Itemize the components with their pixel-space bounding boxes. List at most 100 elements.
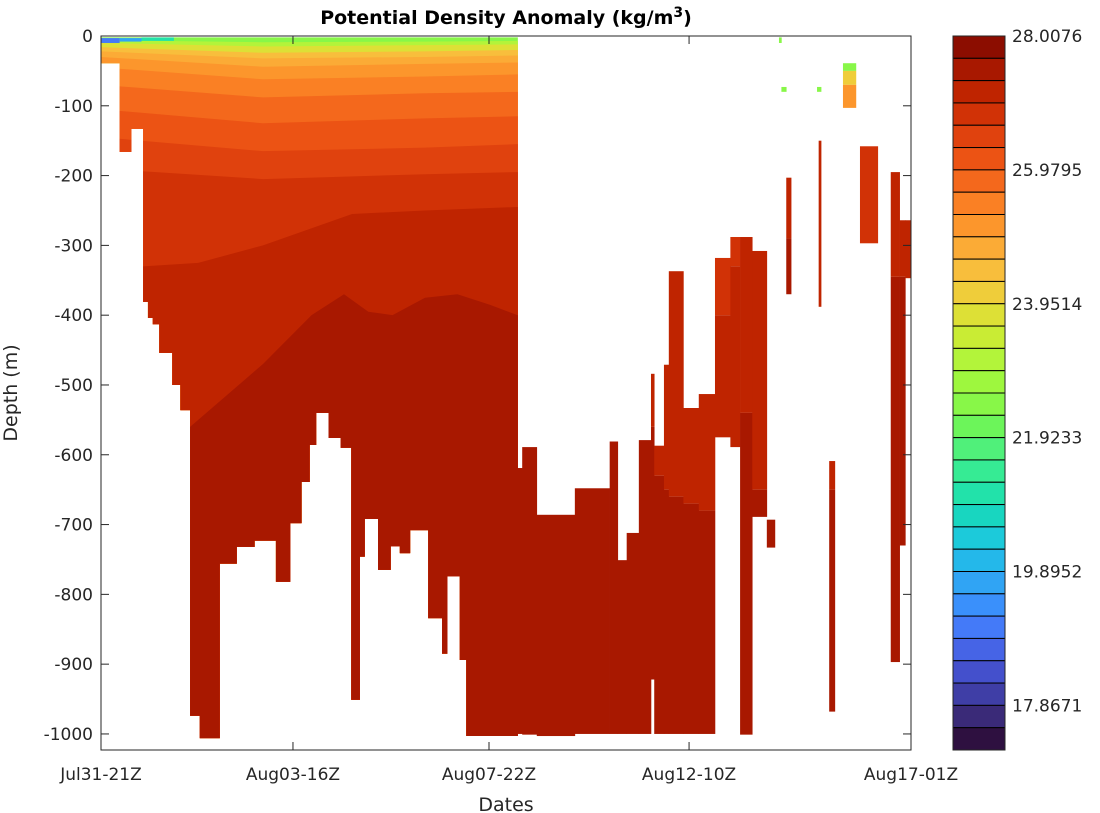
- profile-column-lower: [698, 510, 716, 734]
- profile-column-lower: [668, 496, 684, 734]
- profile-column-upper: [683, 408, 700, 504]
- colorbar-band: [952, 214, 1006, 238]
- colorbar-tick-label: 21.9233: [1012, 429, 1082, 449]
- colorbar-band: [952, 258, 1006, 282]
- profile-column: [574, 488, 610, 734]
- profile-column: [817, 86, 822, 92]
- x-tick-label: Aug12-10Z: [642, 765, 736, 785]
- plot-area: [101, 37, 912, 739]
- colorbar-band: [952, 236, 1006, 260]
- profile-column-lower: [683, 503, 700, 734]
- profile-column-upper: [829, 461, 836, 490]
- profile-column-lower: [650, 426, 655, 680]
- colorbar-band: [952, 660, 1006, 684]
- colorbar-band: [952, 347, 1006, 372]
- colorbar-tick-label: 17.8671: [1012, 696, 1082, 716]
- profile-column-upper: [730, 237, 741, 267]
- profile-column-upper: [650, 373, 655, 427]
- colorbar-band: [952, 392, 1006, 416]
- colorbar-band: [952, 280, 1006, 305]
- profile-column-lower: [663, 489, 670, 734]
- colorbar-band: [952, 147, 1006, 171]
- x-tick-label: Jul31-21Z: [59, 765, 142, 785]
- x-axis-label: Dates: [478, 794, 533, 813]
- chart-title: Potential Density Anomaly (kg/m3): [320, 5, 692, 29]
- profile-column-lower: [786, 238, 792, 295]
- colorbar-band: [952, 414, 1006, 439]
- plot-frame: [100, 35, 912, 751]
- profile-column-lower: [740, 412, 753, 735]
- y-tick-label: -800: [54, 585, 93, 605]
- profile-column: [626, 532, 640, 734]
- colorbar-band: [952, 303, 1006, 327]
- profile-column-upper: [740, 237, 753, 413]
- x-tick-label: Aug07-22Z: [442, 765, 536, 785]
- colorbar-band: [952, 526, 1006, 550]
- colorbar-band: [952, 325, 1006, 349]
- y-tick-label: -400: [54, 306, 93, 326]
- profile-column-lower: [890, 276, 900, 663]
- profile-columns: [517, 37, 912, 737]
- profile-column-upper: [899, 220, 906, 277]
- colorbar-band: [952, 370, 1006, 394]
- profile-column-upper: [786, 177, 792, 239]
- y-tick-label: -600: [54, 446, 93, 466]
- profile-column: [778, 37, 782, 43]
- profile-column-upper: [663, 364, 670, 490]
- colorbar-band: [952, 548, 1006, 572]
- profile-column-lower: [829, 489, 836, 712]
- colorbar-band: [952, 571, 1006, 595]
- colorbar-tick-label: 23.9514: [1012, 295, 1082, 315]
- surface-patch: [119, 38, 142, 42]
- y-tick-label: -500: [54, 376, 93, 396]
- profile-column: [536, 514, 576, 737]
- x-tick-label: Aug17-01Z: [864, 765, 958, 785]
- profile-column-lower: [752, 489, 768, 517]
- colorbar-band: [952, 35, 1006, 59]
- profile-column: [617, 560, 627, 734]
- colorbar-band: [952, 504, 1006, 528]
- profile-column-lower: [730, 266, 741, 448]
- y-axis-label: Depth (m): [0, 344, 22, 441]
- profile-column-upper: [890, 172, 900, 277]
- colorbar-band: [952, 593, 1006, 617]
- profile-column-upper: [714, 257, 731, 316]
- x-tick-label: Aug03-16Z: [246, 765, 340, 785]
- colorbar-band: [952, 637, 1006, 662]
- colorbar-tick-label: 25.9795: [1012, 161, 1082, 181]
- colorbar-band: [952, 169, 1006, 193]
- profile-column-upper: [698, 394, 716, 511]
- colorbar-frame: [952, 35, 1006, 751]
- colorbar-tick-label: 28.0076: [1012, 27, 1082, 47]
- y-tick-label: -200: [54, 167, 93, 187]
- profile-column-upper: [752, 250, 768, 490]
- profile-column: [842, 63, 857, 71]
- profile-column: [781, 86, 787, 92]
- colorbar-band: [952, 481, 1006, 506]
- y-axis: 0 -100 -200 -300 -400 -500 -600 -700 -800 -900 -10…: [44, 27, 911, 745]
- colorbar-band: [952, 727, 1006, 751]
- colorbar-band: [952, 191, 1006, 215]
- main-section: [101, 37, 518, 739]
- profile-column: [522, 447, 538, 735]
- colorbar-tick-label: 19.8952: [1012, 563, 1082, 583]
- profile-column: [818, 140, 822, 307]
- x-axis: Jul31-21Z Aug03-16Z Aug07-22Z Aug12-10Z Aug1…: [59, 36, 958, 785]
- colorbar-band: [952, 459, 1006, 483]
- profile-column: [842, 70, 857, 85]
- y-tick-label: -900: [54, 655, 93, 675]
- y-tick-label: -300: [54, 236, 93, 256]
- profile-column-upper: [668, 271, 684, 497]
- y-tick-label: -700: [54, 516, 93, 536]
- colorbar-band: [952, 615, 1006, 639]
- colorbar-band: [952, 102, 1006, 126]
- colorbar-band: [952, 124, 1006, 149]
- profile-column: [517, 468, 523, 734]
- profile-column: [905, 220, 912, 279]
- colorbar-band: [952, 80, 1006, 104]
- profile-column-upper: [654, 445, 665, 476]
- surface-patch: [101, 38, 120, 43]
- profile-column: [842, 84, 857, 108]
- profile-column: [609, 441, 619, 734]
